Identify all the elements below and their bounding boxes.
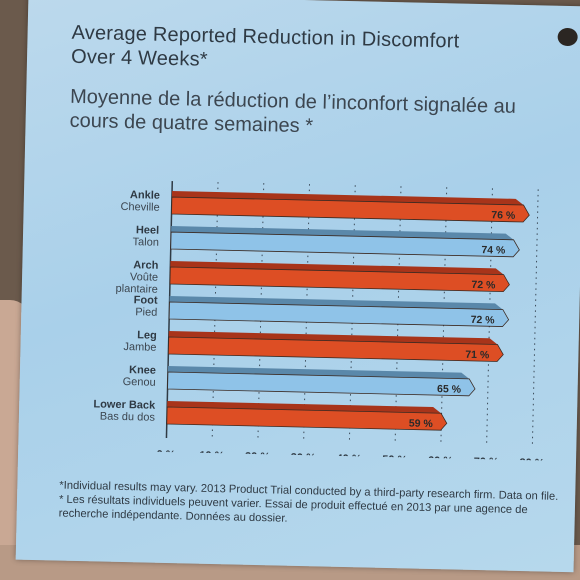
category-label-en: Heel bbox=[136, 224, 160, 237]
bar-top-face bbox=[171, 226, 514, 240]
category-label-en: Foot bbox=[134, 294, 158, 307]
hang-hole bbox=[557, 27, 578, 47]
bar-top-face bbox=[169, 296, 503, 310]
bar-top-face bbox=[170, 261, 504, 275]
bar-top-face bbox=[167, 400, 442, 414]
category-label-en: Lower Back bbox=[93, 398, 156, 411]
bar-value-label: 72 % bbox=[471, 314, 496, 327]
category-label-fr: Talon bbox=[132, 236, 159, 249]
x-tick-label: 40 % bbox=[336, 453, 362, 461]
bar bbox=[167, 336, 504, 362]
bar-value-label: 71 % bbox=[465, 349, 490, 362]
category-label-fr: Voûteplantaire bbox=[115, 271, 158, 296]
bar-top-face bbox=[168, 331, 498, 345]
category-label-fr: Pied bbox=[135, 306, 157, 318]
title-english: Average Reported Reduction in Discomfort… bbox=[70, 21, 460, 71]
bar bbox=[167, 371, 476, 397]
category-label-en: Knee bbox=[129, 364, 156, 377]
bar-top-face bbox=[171, 191, 524, 206]
x-tick-label: 60 % bbox=[428, 455, 454, 461]
bar-value-label: 76 % bbox=[491, 209, 516, 222]
bar-value-label: 65 % bbox=[437, 383, 462, 396]
x-tick-label: 70 % bbox=[474, 456, 500, 461]
title-french: Moyenne de la réduction de l’inconfort s… bbox=[69, 85, 517, 138]
x-tick-label: 0 % bbox=[156, 449, 175, 461]
category-label-fr: Cheville bbox=[120, 201, 159, 214]
category-label-fr: Genou bbox=[123, 376, 156, 389]
x-tick-label: 80 % bbox=[519, 457, 545, 461]
bar bbox=[168, 301, 510, 327]
bar bbox=[169, 266, 510, 292]
bar-value-label: 72 % bbox=[471, 279, 496, 292]
x-tick-label: 10 % bbox=[199, 450, 225, 461]
bar-value-label: 59 % bbox=[409, 417, 434, 430]
bar-top-face bbox=[167, 366, 470, 379]
x-tick-label: 20 % bbox=[245, 451, 271, 461]
bar-value-label: 74 % bbox=[481, 244, 506, 257]
bar bbox=[171, 196, 530, 223]
footnote: *Individual results may vary. 2013 Produ… bbox=[58, 479, 559, 525]
category-label-en: Ankle bbox=[130, 189, 160, 202]
category-label-en: Arch bbox=[133, 259, 159, 272]
x-tick-label: 30 % bbox=[291, 452, 317, 461]
bar bbox=[166, 406, 448, 431]
category-label-en: Leg bbox=[137, 329, 157, 341]
x-tick-label: 50 % bbox=[382, 454, 408, 461]
gridline bbox=[531, 189, 539, 447]
product-card: Average Reported Reduction in Discomfort… bbox=[15, 0, 580, 573]
category-label-fr: Bas du dos bbox=[100, 410, 156, 423]
category-label-fr: Jambe bbox=[123, 341, 156, 354]
bar bbox=[170, 231, 520, 258]
